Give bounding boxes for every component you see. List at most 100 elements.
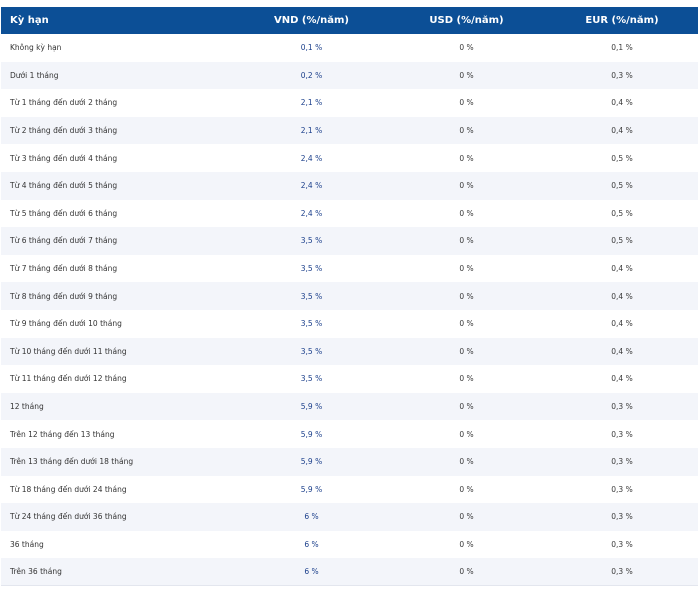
vnd-rate-cell: 3,5 % xyxy=(300,291,323,301)
table-header: Kỳ hạn VND (%/năm) USD (%/năm) EUR (%/nă… xyxy=(1,7,698,34)
table-row: Từ 1 tháng đến dưới 2 tháng 2,1 % 0 % 0,4 % xyxy=(1,89,698,117)
table-row: Từ 10 tháng đến dưới 11 tháng 3,5 % 0 % 0,4… xyxy=(1,337,698,366)
eur-rate-cell: 0,4 % xyxy=(611,291,633,301)
usd-rate-cell: 0 % xyxy=(459,208,474,218)
usd-rate-cell: 0 % xyxy=(459,429,474,439)
term-cell: Từ 6 tháng đến dưới 7 tháng xyxy=(10,236,118,246)
term-cell: Từ 5 tháng đến dưới 6 tháng xyxy=(10,208,118,218)
table-row: Từ 7 tháng đến dưới 8 tháng 3,5 % 0 % 0,4 % xyxy=(1,254,698,283)
table-row: Trên 12 tháng đến 13 tháng 5,9 % 0 % 0,3 % xyxy=(1,420,698,448)
eur-rate-cell: 0,3 % xyxy=(611,539,633,549)
table-row: Từ 24 tháng đến dưới 36 tháng 6 % 0 % 0,3 % xyxy=(1,503,698,531)
usd-rate-cell: 0 % xyxy=(459,484,474,494)
term-cell: Từ 18 tháng đến dưới 24 tháng xyxy=(10,484,127,494)
usd-rate-cell: 0 % xyxy=(459,291,474,301)
table-row: Từ 8 tháng đến dưới 9 tháng 3,5 % 0 % 0,4 % xyxy=(1,282,698,310)
term-cell: Dưới 1 tháng xyxy=(10,70,59,80)
term-cell: Không kỳ hạn xyxy=(10,43,62,53)
eur-rate-cell: 0,4 % xyxy=(611,264,633,274)
term-cell: 12 tháng xyxy=(10,402,44,412)
usd-rate-cell: 0 % xyxy=(459,346,474,356)
term-cell: Từ 4 tháng đến dưới 5 tháng xyxy=(10,181,118,191)
term-cell: Từ 2 tháng đến dưới 3 tháng xyxy=(10,126,118,136)
usd-rate-cell: 0 % xyxy=(387,558,546,587)
eur-rate-cell: 0,3 % xyxy=(611,429,633,439)
eur-rate-cell: 0,3 % xyxy=(611,402,633,412)
table-body: Không kỳ hạn 0,1 % 0 % 0,1 % Dưới 1 tháng 0,2… xyxy=(1,34,698,587)
vnd-rate-cell: 3,5 % xyxy=(300,346,323,356)
eur-rate-cell: 0,4 % xyxy=(611,126,633,136)
eur-rate-cell: 0,3 % xyxy=(611,457,633,467)
usd-rate-cell: 0 % xyxy=(459,512,474,522)
table-row: Trên 36 tháng 6 % 0 % 0,3 % xyxy=(1,558,698,587)
vnd-rate-cell: 5,9 % xyxy=(300,457,323,467)
vnd-rate-cell: 2,1 % xyxy=(300,126,323,136)
vnd-rate-cell: 3,5 % xyxy=(300,319,323,329)
term-cell: Trên 13 tháng đến dưới 18 tháng xyxy=(10,457,134,467)
eur-rate-cell: 0,4 % xyxy=(611,98,633,108)
vnd-rate-cell: 6 % xyxy=(236,558,387,587)
table-row: 12 tháng 5,9 % 0 % 0,3 % xyxy=(1,392,698,421)
usd-rate-cell: 0 % xyxy=(459,264,474,274)
term-cell: Từ 24 tháng đến dưới 36 tháng xyxy=(10,512,127,522)
usd-rate-cell: 0 % xyxy=(459,457,474,467)
vnd-rate-cell: 2,4 % xyxy=(300,153,323,163)
vnd-rate-cell: 0,1 % xyxy=(300,43,323,53)
vnd-rate-cell: 3,5 % xyxy=(300,264,323,274)
vnd-rate-cell: 5,9 % xyxy=(300,429,323,439)
term-cell: Từ 8 tháng đến dưới 9 tháng xyxy=(10,291,118,301)
term-cell: Từ 9 tháng đến dưới 10 tháng xyxy=(10,319,122,329)
header-usd: USD (%/năm) xyxy=(429,15,504,26)
header-vnd: VND (%/năm) xyxy=(274,15,349,26)
interest-rate-table: Kỳ hạn VND (%/năm) USD (%/năm) EUR (%/nă… xyxy=(1,7,698,587)
term-cell: Từ 7 tháng đến dưới 8 tháng xyxy=(10,264,118,274)
usd-rate-cell: 0 % xyxy=(459,236,474,246)
term-cell: Trên 36 tháng xyxy=(1,558,236,587)
table-row: Không kỳ hạn 0,1 % 0 % 0,1 % xyxy=(1,34,698,62)
eur-rate-cell: 0,4 % xyxy=(611,319,633,329)
eur-rate-cell: 0,3 % xyxy=(546,558,698,587)
usd-rate-cell: 0 % xyxy=(459,181,474,191)
table-row: Từ 18 tháng đến dưới 24 tháng 5,9 % 0 % 0,3… xyxy=(1,475,698,504)
usd-rate-cell: 0 % xyxy=(459,402,474,412)
term-cell: Từ 3 tháng đến dưới 4 tháng xyxy=(10,153,118,163)
eur-rate-cell: 0,5 % xyxy=(611,153,633,163)
usd-rate-cell: 0 % xyxy=(459,43,474,53)
eur-rate-cell: 0,4 % xyxy=(611,346,633,356)
vnd-rate-cell: 6 % xyxy=(304,512,319,522)
usd-rate-cell: 0 % xyxy=(459,98,474,108)
vnd-rate-cell: 3,5 % xyxy=(300,374,323,384)
vnd-rate-cell: 5,9 % xyxy=(300,484,323,494)
usd-rate-cell: 0 % xyxy=(459,126,474,136)
eur-rate-cell: 0,1 % xyxy=(611,43,633,53)
table-row: Từ 11 tháng đến dưới 12 tháng 3,5 % 0 % 0,4… xyxy=(1,365,698,393)
vnd-rate-cell: 2,4 % xyxy=(300,208,323,218)
table-row: Trên 13 tháng đến dưới 18 tháng 5,9 % 0 % 0… xyxy=(1,447,698,476)
table-row: Từ 2 tháng đến dưới 3 tháng 2,1 % 0 % 0,4 % xyxy=(1,116,698,145)
header-term: Kỳ hạn xyxy=(10,15,49,26)
eur-rate-cell: 0,4 % xyxy=(611,374,633,384)
eur-rate-cell: 0,5 % xyxy=(611,181,633,191)
term-cell: Từ 1 tháng đến dưới 2 tháng xyxy=(10,98,118,108)
table-row: Từ 4 tháng đến dưới 5 tháng 2,4 % 0 % 0,5 % xyxy=(1,171,698,200)
usd-rate-cell: 0 % xyxy=(459,70,474,80)
usd-rate-cell: 0 % xyxy=(459,374,474,384)
vnd-rate-cell: 5,9 % xyxy=(300,402,323,412)
usd-rate-cell: 0 % xyxy=(459,539,474,549)
vnd-rate-cell: 3,5 % xyxy=(300,236,323,246)
header-row: Kỳ hạn VND (%/năm) USD (%/năm) EUR (%/nă… xyxy=(1,7,698,34)
vnd-rate-cell: 0,2 % xyxy=(300,70,323,80)
term-cell: Từ 11 tháng đến dưới 12 tháng xyxy=(10,374,127,384)
usd-rate-cell: 0 % xyxy=(459,319,474,329)
term-cell: Trên 12 tháng đến 13 tháng xyxy=(10,429,115,439)
vnd-rate-cell: 6 % xyxy=(304,539,319,549)
table-row: Từ 5 tháng đến dưới 6 tháng 2,4 % 0 % 0,5 % xyxy=(1,199,698,228)
eur-rate-cell: 0,3 % xyxy=(611,484,633,494)
eur-rate-cell: 0,5 % xyxy=(611,236,633,246)
usd-rate-cell: 0 % xyxy=(459,153,474,163)
eur-rate-cell: 0,3 % xyxy=(611,512,633,522)
table-row: 36 tháng 6 % 0 % 0,3 % xyxy=(1,530,698,559)
eur-rate-cell: 0,5 % xyxy=(611,208,633,218)
eur-rate-cell: 0,3 % xyxy=(611,70,633,80)
header-eur: EUR (%/năm) xyxy=(585,15,659,26)
